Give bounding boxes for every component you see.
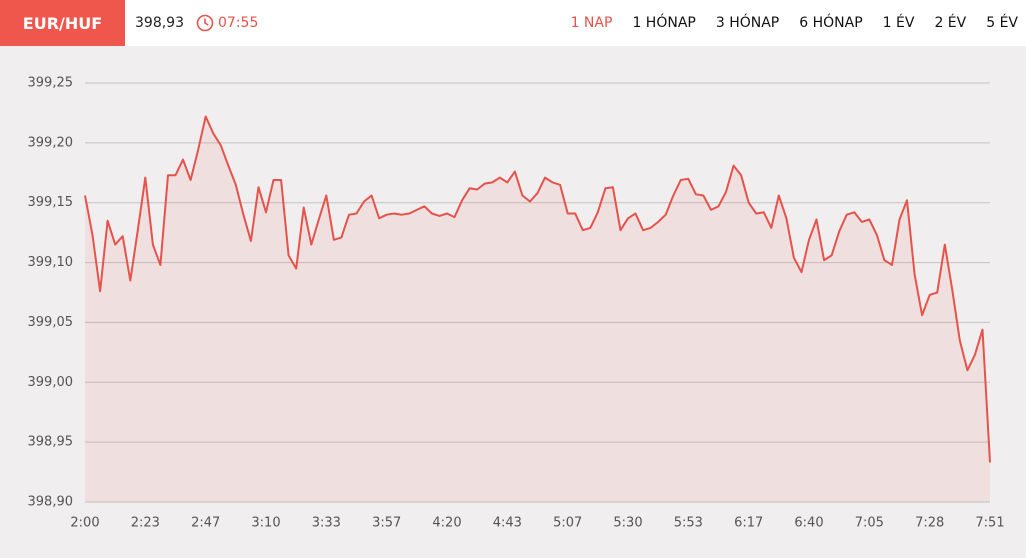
- x-tick-label: 6:17: [734, 516, 763, 531]
- chart: 398,90 398,95 399,00 399,05 399,10 399,15 399,…: [28, 76, 1005, 531]
- x-tick-label: 2:23: [131, 516, 160, 531]
- x-tick-label: 7:05: [855, 516, 884, 531]
- x-tick-label: 2:00: [70, 516, 99, 531]
- price-line: [84, 115, 991, 463]
- range-tab[interactable]: 6 HÓNAP: [799, 15, 863, 31]
- range-tab[interactable]: 1 HÓNAP: [632, 15, 696, 31]
- x-tick-label: 7:28: [915, 516, 944, 531]
- range-tabs: 1 NAP 1 HÓNAP 3 HÓNAP 6 HÓNAP 1 ÉV 2 ÉV 5 ÉV: [571, 0, 1018, 46]
- range-tab[interactable]: 5 ÉV: [986, 15, 1018, 31]
- x-tick-label: 5:53: [674, 516, 703, 531]
- x-tick-label: 5:07: [553, 516, 582, 531]
- x-tick-label: 4:43: [493, 516, 522, 531]
- y-tick-label: 399,15: [28, 195, 74, 210]
- x-tick-label: 3:57: [372, 516, 401, 531]
- y-tick-label: 399,25: [28, 76, 74, 91]
- y-tick-label: 398,90: [28, 495, 74, 510]
- range-tab[interactable]: 1 NAP: [570, 15, 613, 31]
- y-tick-label: 399,20: [28, 135, 74, 150]
- pair-label: EUR/HUF: [0, 0, 125, 46]
- x-tick-label: 4:20: [432, 516, 461, 531]
- price: 398,93: [135, 15, 184, 31]
- time: 07:55: [218, 15, 259, 31]
- area-fill: [85, 116, 990, 502]
- y-tick-label: 399,00: [28, 375, 74, 390]
- x-tick-label: 6:40: [794, 516, 823, 531]
- range-tab[interactable]: 3 HÓNAP: [715, 15, 780, 31]
- x-tick-label: 3:33: [312, 516, 341, 531]
- y-tick-label: 398,95: [28, 435, 74, 450]
- range-tab[interactable]: 1 ÉV: [882, 15, 915, 31]
- y-tick-label: 399,05: [28, 315, 74, 330]
- clock-icon: [196, 14, 214, 32]
- x-tick-label: 2:47: [191, 516, 220, 531]
- y-tick-label: 399,10: [28, 255, 74, 270]
- header-bar: EUR/HUF 398,93 07:55 1 NAP 1 HÓNAP 3 HÓNAP…: [0, 0, 1026, 46]
- range-tab[interactable]: 2 ÉV: [934, 15, 967, 31]
- x-tick-label: 7:51: [975, 516, 1004, 531]
- x-tick-label: 5:30: [613, 516, 642, 531]
- x-tick-label: 3:10: [251, 516, 280, 531]
